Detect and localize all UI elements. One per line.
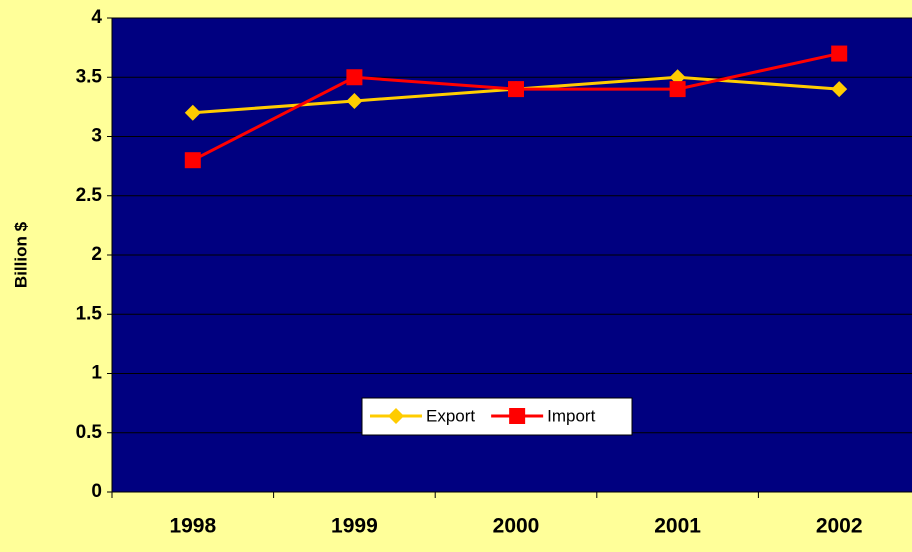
data-point: [508, 81, 524, 98]
x-tick-label: 1998: [169, 515, 216, 538]
legend-label: Import: [547, 406, 595, 425]
y-tick-label: 2.5: [76, 185, 103, 206]
y-tick-label: 2: [91, 244, 102, 265]
x-tick-label: 2000: [493, 515, 540, 538]
legend-marker: [509, 408, 526, 424]
data-point: [184, 104, 201, 121]
x-tick-label: 2002: [816, 515, 863, 538]
data-point: [346, 92, 363, 109]
data-point: [346, 69, 363, 86]
legend-label: Export: [426, 406, 475, 425]
legend: Export Import: [361, 397, 633, 436]
data-point: [831, 81, 848, 98]
y-axis-label: Billion $: [11, 221, 30, 288]
data-point: [669, 81, 686, 98]
y-tick-label: 3.5: [76, 66, 103, 87]
x-tick-label: 1999: [331, 515, 378, 538]
y-tick-label: 4: [91, 7, 102, 28]
y-tick-label: 1.5: [76, 303, 103, 324]
y-tick-label: 1: [91, 363, 102, 384]
data-point: [831, 45, 848, 62]
x-tick-label: 2001: [654, 515, 701, 538]
y-tick-label: 0.5: [76, 422, 103, 443]
y-tick-label: 3: [91, 126, 102, 147]
legend-marker: [388, 408, 404, 424]
y-tick-label: 0: [91, 481, 102, 502]
data-point: [184, 152, 201, 169]
